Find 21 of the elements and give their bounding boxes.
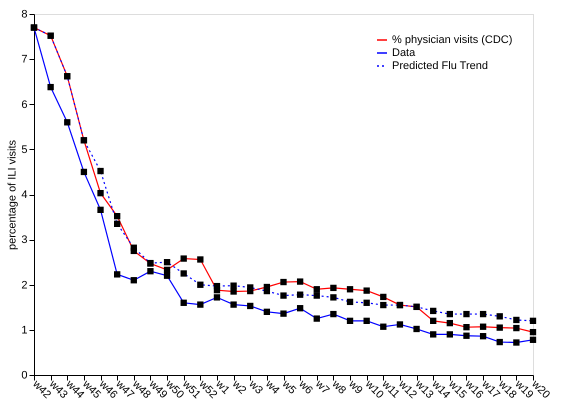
y-tick-label: 6	[21, 98, 28, 111]
x-tick-label: w9	[346, 378, 365, 397]
x-tick-label: w8	[328, 378, 348, 397]
y-tick-label: 3	[21, 234, 28, 246]
y-axis-title: percentage of ILI visits	[6, 139, 18, 250]
x-tick-label: w3	[246, 378, 265, 397]
y-tick-label: 0	[21, 370, 28, 382]
legend-label: Data	[392, 47, 416, 59]
y-tick-label: 2	[21, 279, 28, 292]
y-tick-label: 7	[21, 54, 28, 66]
x-tick-label: w6	[296, 378, 315, 397]
legend-label: Predicted Flu Trend	[392, 60, 488, 72]
y-tick-label: 5	[21, 144, 28, 156]
y-tick-label: 8	[21, 8, 28, 20]
x-tick-label: w5	[279, 378, 298, 397]
x-tick-label: w2	[229, 378, 248, 397]
y-tick-label: 4	[21, 189, 28, 201]
legend-label: % physician visits (CDC)	[392, 34, 512, 46]
y-tick-label: 1	[21, 324, 28, 336]
x-tick-label: w4	[262, 378, 282, 397]
x-tick-label: w7	[312, 378, 332, 397]
